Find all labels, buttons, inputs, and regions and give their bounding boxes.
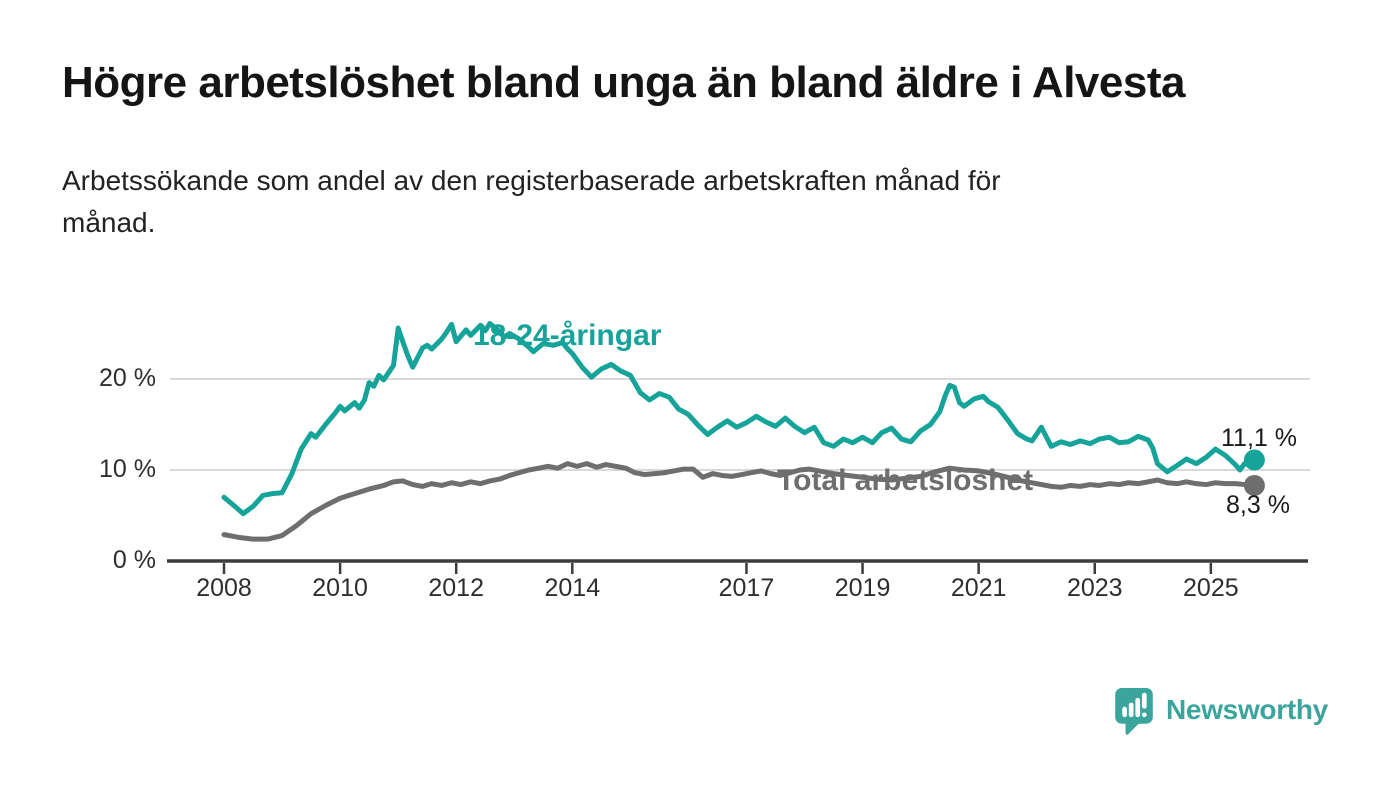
page-subtitle: Arbetssökande som andel av den registerb… — [62, 165, 1001, 238]
newsworthy-logo: Newsworthy — [1115, 688, 1328, 735]
y-tick-label: 10 % — [99, 455, 156, 483]
x-tick-label: 2023 — [1066, 574, 1123, 602]
x-tick-label: 2014 — [544, 574, 601, 602]
series-line-Total arbetslöshet — [221, 461, 1257, 542]
y-tick-label: 20 % — [99, 364, 156, 392]
series-label-total: Total arbetslöshet — [777, 464, 1034, 497]
x-tick-label: 2012 — [428, 574, 484, 602]
page-title: Högre arbetslöshet bland unga än bland ä… — [62, 58, 1185, 107]
x-tick-label: 2019 — [834, 574, 891, 602]
y-tick-label: 0 % — [112, 546, 156, 574]
x-tick-label: 2010 — [312, 574, 368, 602]
x-tick-label: 2025 — [1183, 574, 1239, 602]
end-value-total: 8,3 % — [1226, 491, 1290, 519]
x-tick-label: 2008 — [196, 574, 252, 602]
end-value-young: 11,1 % — [1221, 424, 1297, 452]
newsworthy-logo-text: Newsworthy — [1166, 694, 1328, 725]
series-end-dot-Total arbetslöshet — [1243, 474, 1265, 496]
speech-bubble-bar-chart-icon — [1115, 688, 1153, 735]
x-tick-label: 2017 — [718, 574, 775, 602]
series-line-18-24-åringar — [221, 320, 1257, 517]
x-tick-label: 2021 — [950, 574, 1007, 602]
series-end-dot-18-24-åringar — [1243, 449, 1265, 471]
series-label-young: 18-24-åringar — [473, 319, 662, 352]
logo-bars — [1122, 692, 1147, 718]
